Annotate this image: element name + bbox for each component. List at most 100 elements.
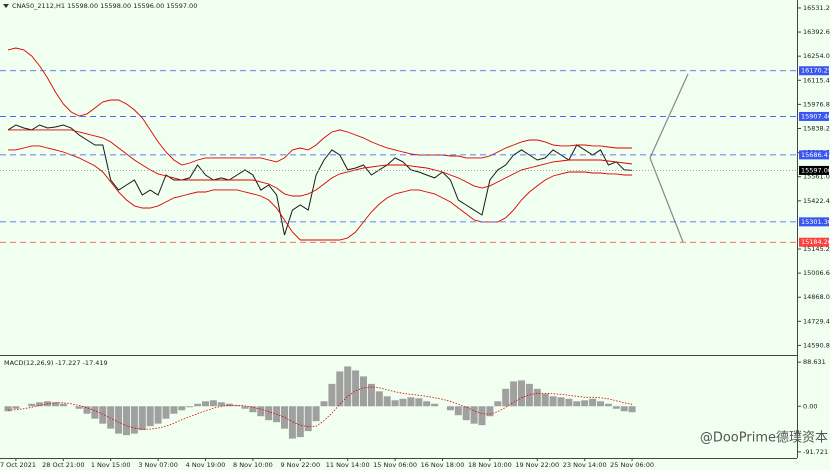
x-tick-label: 11 Nov 14:00 bbox=[326, 461, 370, 469]
macd-bar bbox=[75, 406, 83, 409]
y-tick-label: 16254.00 bbox=[803, 52, 830, 60]
projection-line bbox=[649, 157, 684, 243]
level-label: 15184.26 bbox=[801, 238, 830, 246]
macd-bar bbox=[612, 406, 620, 409]
macd-bar bbox=[581, 400, 589, 407]
macd-bar bbox=[549, 396, 557, 407]
macd-bar bbox=[28, 403, 36, 407]
y-tick-label: 16531.20 bbox=[803, 4, 830, 12]
macd-bar bbox=[589, 398, 597, 407]
x-tick-label: 18 Nov 10:00 bbox=[468, 461, 512, 469]
macd-bar bbox=[265, 406, 273, 421]
macd-bar bbox=[604, 403, 612, 407]
y-tick-label: 14868.00 bbox=[803, 293, 830, 301]
macd-bar bbox=[170, 406, 178, 414]
macd-bar bbox=[51, 402, 59, 407]
macd-bar bbox=[130, 406, 138, 434]
level-label-box bbox=[799, 165, 829, 175]
macd-bar bbox=[194, 403, 202, 407]
macd-bar bbox=[494, 401, 502, 407]
macd-bar bbox=[423, 401, 431, 407]
macd-bar bbox=[336, 371, 344, 407]
macd-bar bbox=[320, 401, 328, 407]
macd-bar bbox=[123, 406, 130, 436]
level-label: 15597.00 bbox=[801, 166, 830, 174]
macd-bar bbox=[12, 406, 20, 409]
macd-bar bbox=[312, 406, 320, 422]
signal-line bbox=[7, 386, 633, 430]
y-tick-label: 15006.60 bbox=[803, 269, 830, 277]
x-tick-label: 28 Oct 21:00 bbox=[42, 461, 84, 469]
macd-bar bbox=[557, 397, 565, 407]
level-label-box bbox=[799, 150, 829, 160]
macd-bar bbox=[510, 381, 518, 407]
macd-bar bbox=[154, 406, 162, 424]
level-label-box bbox=[799, 217, 829, 227]
x-tick-label: 16 Nov 18:00 bbox=[421, 461, 465, 469]
macd-bar bbox=[4, 406, 12, 412]
macd-bar bbox=[367, 383, 375, 407]
y-tick-label: -91.721 bbox=[803, 448, 828, 456]
macd-bar bbox=[565, 398, 573, 407]
macd-bar bbox=[249, 406, 257, 413]
macd-title: MACD(12,26,9) -17.227 -17.419 bbox=[4, 359, 108, 367]
y-tick-label: 15838.20 bbox=[803, 124, 830, 132]
x-tick-label: 1 Nov 15:00 bbox=[91, 461, 131, 469]
macd-bar bbox=[431, 403, 439, 407]
macd-bar bbox=[186, 406, 194, 408]
macd-bar bbox=[486, 406, 494, 417]
x-tick-label: 27 Oct 2021 bbox=[0, 461, 36, 469]
macd-bar bbox=[178, 406, 186, 411]
y-tick-label: 15422.40 bbox=[803, 197, 830, 205]
macd-bar bbox=[541, 393, 549, 407]
x-tick-label: 8 Nov 10:00 bbox=[233, 461, 273, 469]
macd-bar bbox=[628, 406, 636, 413]
level-label-box bbox=[799, 66, 829, 76]
macd-bar bbox=[525, 383, 533, 407]
macd-bar bbox=[502, 388, 510, 407]
y-tick-label: 16392.60 bbox=[803, 28, 830, 36]
macd-bar bbox=[399, 398, 407, 407]
x-tick-label: 25 Nov 06:00 bbox=[610, 461, 654, 469]
y-tick-label: 14590.80 bbox=[803, 341, 830, 349]
bollinger-band bbox=[8, 129, 633, 197]
y-tick-label: 15145.20 bbox=[803, 245, 830, 253]
macd-bar bbox=[478, 406, 486, 426]
macd-bar bbox=[225, 403, 233, 407]
x-tick-label: 19 Nov 22:00 bbox=[515, 461, 559, 469]
macd-bar bbox=[257, 406, 265, 417]
level-label: 15301.30 bbox=[801, 218, 830, 226]
x-tick-label: 3 Nov 07:00 bbox=[138, 461, 178, 469]
macd-bar bbox=[446, 406, 454, 411]
macd-bar bbox=[296, 406, 304, 438]
macd-bar bbox=[375, 391, 383, 407]
x-tick-label: 4 Nov 19:00 bbox=[186, 461, 226, 469]
macd-bar bbox=[36, 402, 44, 407]
x-tick-label: 23 Nov 14:00 bbox=[563, 461, 607, 469]
macd-bar bbox=[383, 396, 391, 407]
level-label-box bbox=[799, 111, 829, 121]
y-tick-label: 15976.80 bbox=[803, 100, 830, 108]
macd-bar bbox=[573, 401, 581, 407]
y-tick-label: 14729.40 bbox=[803, 317, 830, 325]
bollinger-band bbox=[8, 145, 633, 241]
macd-bar bbox=[518, 380, 525, 407]
macd-bar bbox=[115, 406, 123, 434]
macd-bar bbox=[352, 370, 360, 407]
macd-bar bbox=[304, 406, 312, 432]
collapse-icon bbox=[3, 4, 9, 8]
macd-bar bbox=[217, 402, 225, 407]
projection-line bbox=[649, 73, 689, 159]
watermark: @DooPrime德璞资本 bbox=[700, 431, 828, 446]
macd-bar bbox=[83, 406, 91, 414]
bollinger-band bbox=[7, 47, 633, 166]
macd-bar bbox=[415, 398, 423, 407]
price-line bbox=[7, 124, 633, 236]
macd-bar bbox=[59, 403, 67, 407]
level-label-box bbox=[799, 237, 829, 247]
macd-bar bbox=[462, 406, 470, 421]
y-tick-label: 15561.00 bbox=[803, 173, 830, 181]
level-label: 15686.41 bbox=[801, 151, 830, 159]
